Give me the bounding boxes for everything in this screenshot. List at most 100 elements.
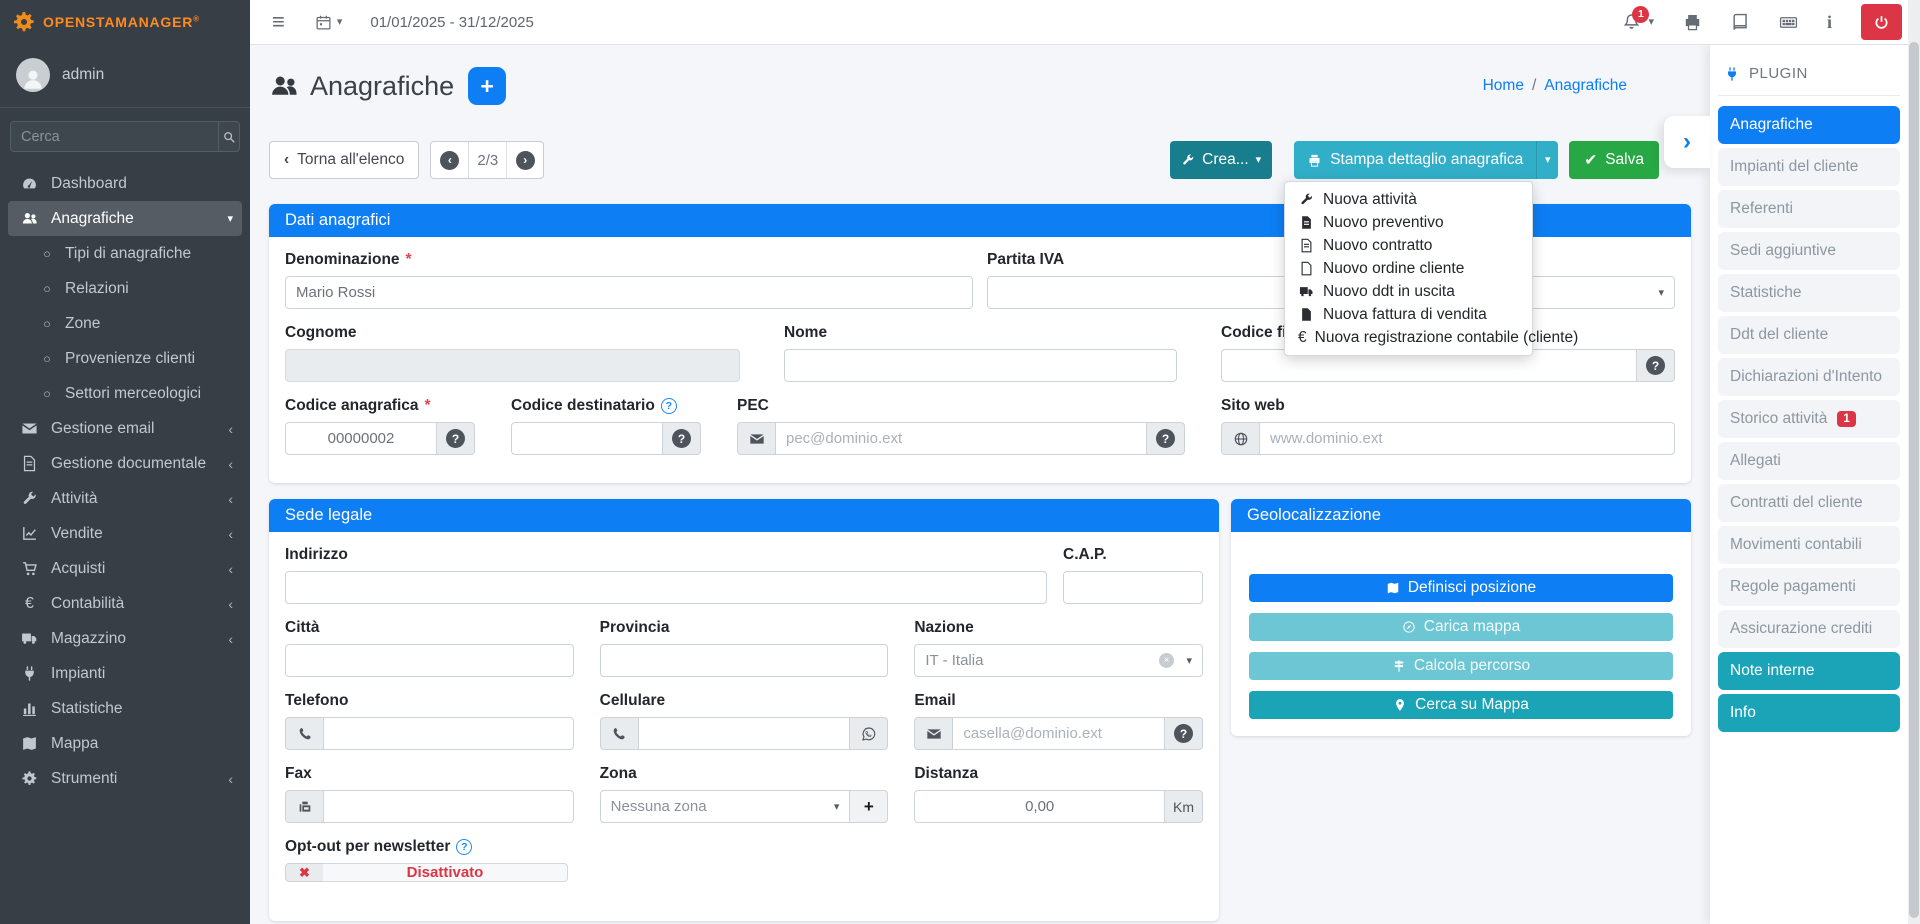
breadcrumb-home-link[interactable]: Home — [1482, 77, 1524, 94]
indirizzo-field[interactable] — [285, 571, 1047, 604]
scrollbar-thumb[interactable] — [1909, 42, 1919, 918]
back-to-list-button[interactable]: ‹ Torna all'elenco — [269, 141, 420, 179]
print-button[interactable] — [1683, 13, 1702, 32]
previous-record-button[interactable]: ‹ — [431, 142, 468, 178]
shortcuts-button[interactable] — [1779, 13, 1798, 32]
sidebar-item-provenienze-clienti[interactable]: ○ Provenienze clienti — [8, 341, 242, 376]
cerca-su-mappa-button[interactable]: Cerca su Mappa — [1249, 691, 1673, 719]
plugin-tab-anagrafiche[interactable]: Anagrafiche — [1718, 106, 1900, 144]
plugin-tab-ddt-del-cliente[interactable]: Ddt del cliente — [1718, 316, 1900, 354]
plugin-tab-storico-attivita[interactable]: Storico attività 1 — [1718, 400, 1900, 438]
sidebar-item-magazzino[interactable]: Magazzino ‹ — [8, 621, 242, 656]
email-field[interactable] — [952, 717, 1166, 750]
calcola-percorso-button[interactable]: Calcola percorso — [1249, 652, 1673, 680]
logout-button[interactable] — [1861, 4, 1902, 40]
create-dropdown-button[interactable]: Crea... ▾ — [1170, 141, 1273, 179]
help-addon[interactable]: ? — [1147, 422, 1185, 455]
plugin-tab-impianti-del-cliente[interactable]: Impianti del cliente — [1718, 148, 1900, 186]
menu-item-nuovo-ordine-cliente[interactable]: Nuovo ordine cliente — [1285, 257, 1532, 280]
codice-destinatario-field[interactable] — [511, 422, 663, 455]
citta-field[interactable] — [285, 644, 574, 677]
denominazione-field[interactable] — [285, 276, 973, 309]
menu-item-nuova-fattura-vendita[interactable]: Nuova fattura di vendita — [1285, 303, 1532, 326]
plugin-tab-contratti-del-cliente[interactable]: Contratti del cliente — [1718, 484, 1900, 522]
help-circle-icon[interactable]: ? — [456, 839, 473, 855]
next-record-button[interactable]: › — [506, 142, 543, 178]
print-detail-button[interactable]: Stampa dettaglio anagrafica — [1294, 141, 1536, 179]
zona-select[interactable]: Nessuna zona ▾ — [599, 790, 851, 823]
carica-mappa-button[interactable]: Carica mappa — [1249, 613, 1673, 641]
sidebar-item-gestione-email[interactable]: Gestione email ‹ — [8, 411, 242, 446]
search-button[interactable] — [219, 121, 240, 152]
optout-state[interactable]: Disattivato — [323, 863, 568, 882]
help-addon[interactable]: ? — [437, 422, 475, 455]
cellulare-field[interactable] — [637, 717, 851, 750]
sidebar-item-contabilita[interactable]: € Contabilità ‹ — [8, 586, 242, 621]
definisci-posizione-button[interactable]: Definisci posizione — [1249, 574, 1673, 602]
optout-toggle[interactable]: ✖ Disattivato — [285, 863, 568, 882]
date-range-text[interactable]: 01/01/2025 - 31/12/2025 — [370, 13, 534, 31]
nome-field[interactable] — [784, 349, 1177, 382]
codice-fiscale-field[interactable] — [1221, 349, 1637, 382]
plugin-tab-referenti[interactable]: Referenti — [1718, 190, 1900, 228]
print-detail-caret-button[interactable]: ▾ — [1536, 141, 1558, 179]
page-scrollbar[interactable] — [1908, 0, 1920, 924]
plugin-tab-regole-pagamenti[interactable]: Regole pagamenti — [1718, 568, 1900, 606]
plugin-tab-sedi-aggiuntive[interactable]: Sedi aggiuntive — [1718, 232, 1900, 270]
help-addon[interactable]: ? — [1637, 349, 1675, 382]
sidebar-item-mappa[interactable]: Mappa — [8, 726, 242, 761]
plugin-tab-info[interactable]: Info — [1718, 694, 1900, 732]
nazione-select[interactable]: IT - Italia × ▾ — [914, 644, 1204, 677]
search-input[interactable] — [10, 121, 219, 152]
clear-icon[interactable]: × — [1159, 653, 1175, 668]
menu-item-nuova-attivita[interactable]: Nuova attività — [1285, 188, 1532, 211]
codice-anagrafica-field[interactable] — [285, 422, 437, 455]
plugin-tab-dichiarazioni-intento[interactable]: Dichiarazioni d'Intento — [1718, 358, 1900, 396]
sidebar-item-attivita[interactable]: Attività ‹ — [8, 481, 242, 516]
plugin-tab-assicurazione-crediti[interactable]: Assicurazione crediti — [1718, 610, 1900, 648]
date-filter-button[interactable]: ▾ — [315, 14, 342, 31]
fax-field[interactable] — [323, 790, 574, 823]
breadcrumb-anagrafiche-link[interactable]: Anagrafiche — [1544, 77, 1627, 94]
plugin-tab-movimenti-contabili[interactable]: Movimenti contabili — [1718, 526, 1900, 564]
telefono-field[interactable] — [323, 717, 574, 750]
plugin-panel-collapse-button[interactable]: › — [1664, 116, 1710, 168]
sidebar-item-settori-merceologici[interactable]: ○ Settori merceologici — [8, 376, 242, 411]
add-zona-button[interactable]: + — [850, 790, 889, 823]
app-logo[interactable]: OpenSTAManager® — [0, 0, 250, 45]
help-addon[interactable]: ? — [663, 422, 701, 455]
menu-item-nuovo-contratto[interactable]: Nuovo contratto — [1285, 234, 1532, 257]
sidebar-item-relazioni[interactable]: ○ Relazioni — [8, 271, 242, 306]
pec-field[interactable] — [775, 422, 1147, 455]
sidebar-item-zone[interactable]: ○ Zone — [8, 306, 242, 341]
add-record-button[interactable]: + — [468, 67, 507, 105]
notifications-button[interactable]: 1 ▾ — [1622, 5, 1654, 32]
sidebar-item-vendite[interactable]: Vendite ‹ — [8, 516, 242, 551]
sidebar-item-statistiche[interactable]: Statistiche — [8, 691, 242, 726]
info-button[interactable]: i — [1826, 11, 1832, 32]
menu-item-nuovo-preventivo[interactable]: Nuovo preventivo — [1285, 211, 1532, 234]
cap-field[interactable] — [1063, 571, 1203, 604]
sidebar-item-strumenti[interactable]: Strumenti ‹ — [8, 761, 242, 796]
plugin-tab-note-interne[interactable]: Note interne — [1718, 652, 1900, 690]
plugin-tab-allegati[interactable]: Allegati — [1718, 442, 1900, 480]
whatsapp-button[interactable] — [850, 717, 889, 750]
sidebar-item-acquisti[interactable]: Acquisti ‹ — [8, 551, 242, 586]
sidebar-item-anagrafiche[interactable]: Anagrafiche ▾ — [8, 201, 242, 236]
sidebar-item-tipi-anagrafiche[interactable]: ○ Tipi di anagrafiche — [8, 236, 242, 271]
help-addon[interactable]: ? — [1165, 717, 1204, 750]
sidebar-item-gestione-documentale[interactable]: Gestione documentale ‹ — [8, 446, 242, 481]
sidebar-item-impianti[interactable]: Impianti — [8, 656, 242, 691]
user-panel[interactable]: admin — [0, 45, 250, 108]
menu-item-nuovo-ddt-uscita[interactable]: Nuovo ddt in uscita — [1285, 280, 1532, 303]
distanza-field[interactable] — [914, 790, 1166, 823]
sidebar-toggle-button[interactable]: ≡ — [272, 9, 285, 34]
provincia-field[interactable] — [599, 644, 889, 677]
plugin-tab-statistiche[interactable]: Statistiche — [1718, 274, 1900, 312]
docs-button[interactable] — [1731, 13, 1750, 32]
save-button[interactable]: ✔ Salva — [1569, 141, 1659, 179]
sito-web-field[interactable] — [1259, 422, 1675, 455]
sidebar-item-dashboard[interactable]: Dashboard — [8, 166, 242, 201]
menu-item-nuova-registrazione-contabile[interactable]: € Nuova registrazione contabile (cliente) — [1298, 328, 1579, 346]
help-circle-icon[interactable]: ? — [660, 398, 677, 414]
